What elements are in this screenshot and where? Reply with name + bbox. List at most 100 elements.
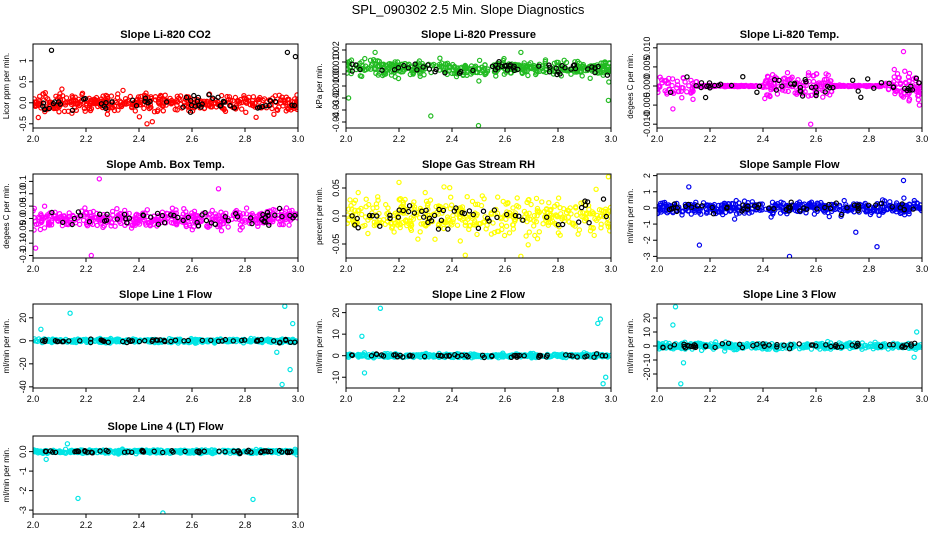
reference-point (225, 218, 232, 224)
data-point (905, 74, 912, 80)
data-point (551, 351, 557, 357)
data-point (443, 203, 449, 209)
outlier-point (292, 53, 298, 60)
data-point (512, 210, 519, 216)
plot-frame (32, 173, 299, 259)
reference-point (222, 336, 229, 343)
data-point (163, 449, 169, 455)
reference-point (136, 338, 143, 345)
reference-point (740, 73, 746, 80)
reference-point (692, 344, 699, 351)
y-tick-label: -40 (18, 380, 28, 393)
reference-point (503, 62, 509, 69)
reference-point (886, 80, 892, 87)
data-point (253, 114, 259, 121)
data-point (780, 75, 787, 82)
x-tick-label: 2.6 (186, 134, 199, 144)
reference-point (801, 205, 807, 211)
outlier-point (696, 242, 703, 248)
reference-point (129, 97, 136, 103)
data-point (93, 94, 100, 101)
x-tick-label: 2.8 (239, 394, 252, 404)
y-axis-label: ml/min per min. (2, 448, 11, 503)
y-tick-label: 0.02 (331, 41, 341, 59)
data-point (906, 96, 913, 102)
data-point (901, 195, 907, 201)
outlier-point (678, 381, 684, 387)
y-tick-label: 0.00 (331, 65, 341, 83)
x-tick-label: 3.0 (292, 394, 305, 404)
data-point (225, 224, 231, 230)
data-point (115, 91, 121, 97)
data-point (83, 220, 90, 226)
y-axis-label: ml/min per min. (626, 319, 635, 374)
reference-point (691, 342, 698, 348)
outlier-point (274, 349, 280, 355)
data-point (906, 211, 912, 217)
data-point (165, 215, 171, 221)
data-point (497, 214, 504, 220)
data-point (722, 82, 728, 89)
reference-point (569, 353, 576, 359)
reference-point (602, 353, 609, 359)
reference-point (256, 104, 263, 111)
reference-point (559, 221, 566, 228)
data-point (109, 208, 116, 215)
outlier-point (518, 253, 524, 258)
reference-point (279, 213, 285, 220)
x-tick-label: 3.0 (916, 394, 929, 404)
reference-point (716, 82, 722, 89)
data-point (533, 195, 540, 202)
data-point (607, 60, 611, 67)
reference-point (574, 354, 580, 360)
plot-frame (32, 43, 299, 129)
data-point (575, 58, 581, 65)
data-point (574, 212, 580, 218)
data-point (733, 205, 739, 211)
data-point (167, 95, 173, 102)
data-point (257, 212, 263, 218)
reference-point (682, 203, 689, 209)
data-point (218, 227, 225, 234)
data-point (476, 65, 482, 72)
y-tick-label: 0 (18, 338, 28, 343)
reference-point (119, 338, 126, 345)
data-point (82, 337, 88, 344)
reference-point (786, 208, 792, 214)
data-point (53, 215, 59, 222)
data-point (106, 447, 112, 454)
x-tick-label: 2.0 (340, 134, 353, 144)
data-point (422, 189, 428, 196)
data-point (403, 217, 409, 223)
reference-point (910, 206, 916, 212)
x-tick-label: 2.4 (757, 394, 770, 404)
data-point (718, 206, 725, 212)
reference-point (431, 212, 438, 219)
data-point (462, 65, 468, 71)
reference-point (823, 342, 829, 348)
data-point (703, 206, 710, 213)
reference-point (667, 89, 674, 96)
data-point (536, 209, 543, 216)
x-tick-label: 2.0 (651, 134, 664, 144)
reference-point (781, 342, 787, 348)
reference-point (185, 214, 191, 221)
reference-point (126, 337, 132, 343)
reference-point (808, 84, 815, 91)
reference-point (168, 338, 174, 345)
data-point (494, 228, 501, 234)
reference-point (445, 226, 451, 232)
data-point (82, 205, 88, 211)
reference-point (907, 87, 913, 93)
data-point (451, 70, 457, 77)
reference-point (264, 209, 271, 216)
x-tick-label: 2.2 (80, 264, 93, 274)
reference-point (191, 92, 197, 99)
data-point (218, 209, 224, 215)
data-point (475, 352, 481, 358)
outlier-point (853, 229, 859, 235)
data-point (512, 218, 518, 224)
outlier-point (605, 174, 611, 180)
